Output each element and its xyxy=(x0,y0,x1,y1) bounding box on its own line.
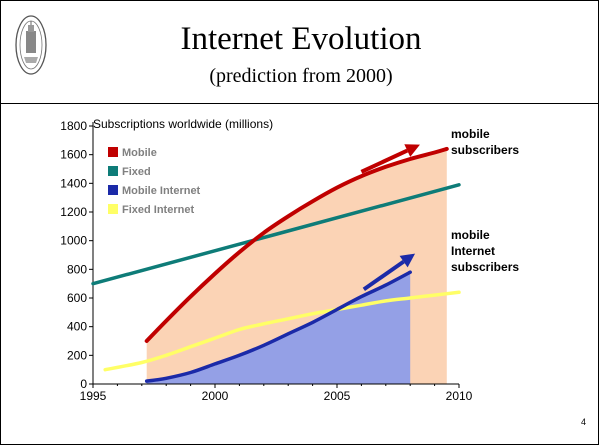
annotation-label: subscribers xyxy=(451,143,519,157)
x-tick-label: 2000 xyxy=(202,389,229,403)
annotation-label: mobile xyxy=(451,228,490,242)
legend-label: Fixed Internet xyxy=(122,204,194,216)
slide-title: Internet Evolution xyxy=(180,21,422,57)
x-tick-label: 1995 xyxy=(80,389,107,403)
x-tick-label: 2010 xyxy=(446,389,473,403)
legend-swatch xyxy=(108,147,118,157)
series-line-fixed xyxy=(91,183,461,286)
page-number: 4 xyxy=(580,417,586,427)
series-line-fixed-internet xyxy=(103,290,461,372)
y-tick-label: 800 xyxy=(67,262,87,276)
annotation-arrow-shaft xyxy=(360,148,409,174)
annotation-label: subscribers xyxy=(451,260,519,274)
y-tick-label: 1800 xyxy=(60,119,87,133)
legend-label: Mobile xyxy=(122,147,157,159)
y-axis-label: Subscriptions worldwide (millions) xyxy=(93,117,273,131)
annotation-arrow-head xyxy=(399,253,416,268)
y-tick-label: 1000 xyxy=(60,234,87,248)
x-tick-label: 2005 xyxy=(324,389,351,403)
y-tick-label: 0 xyxy=(80,377,87,391)
annotation-arrow-head xyxy=(404,144,420,157)
y-tick-label: 1600 xyxy=(60,148,87,162)
series-line-mobile-internet xyxy=(144,270,412,383)
y-tick-label: 400 xyxy=(67,320,87,334)
legend-label: Fixed xyxy=(122,166,151,178)
y-tick-label: 1200 xyxy=(60,205,87,219)
title-divider xyxy=(1,103,598,104)
university-seal-logo xyxy=(15,15,47,75)
y-tick-label: 600 xyxy=(67,291,87,305)
area-mobile-internet xyxy=(146,272,411,384)
annotation-label: Internet xyxy=(451,244,495,258)
slide-subtitle: (prediction from 2000) xyxy=(209,65,393,87)
legend-label: Mobile Internet xyxy=(122,185,201,197)
y-tick-label: 1400 xyxy=(60,176,87,190)
annotation-arrow-shaft xyxy=(362,259,405,292)
legend-swatch xyxy=(108,185,118,195)
series-line-mobile xyxy=(144,146,449,343)
legend-swatch xyxy=(108,166,118,176)
annotation-label: mobile xyxy=(451,127,490,141)
legend-swatch xyxy=(108,204,118,214)
y-tick-label: 200 xyxy=(67,348,87,362)
